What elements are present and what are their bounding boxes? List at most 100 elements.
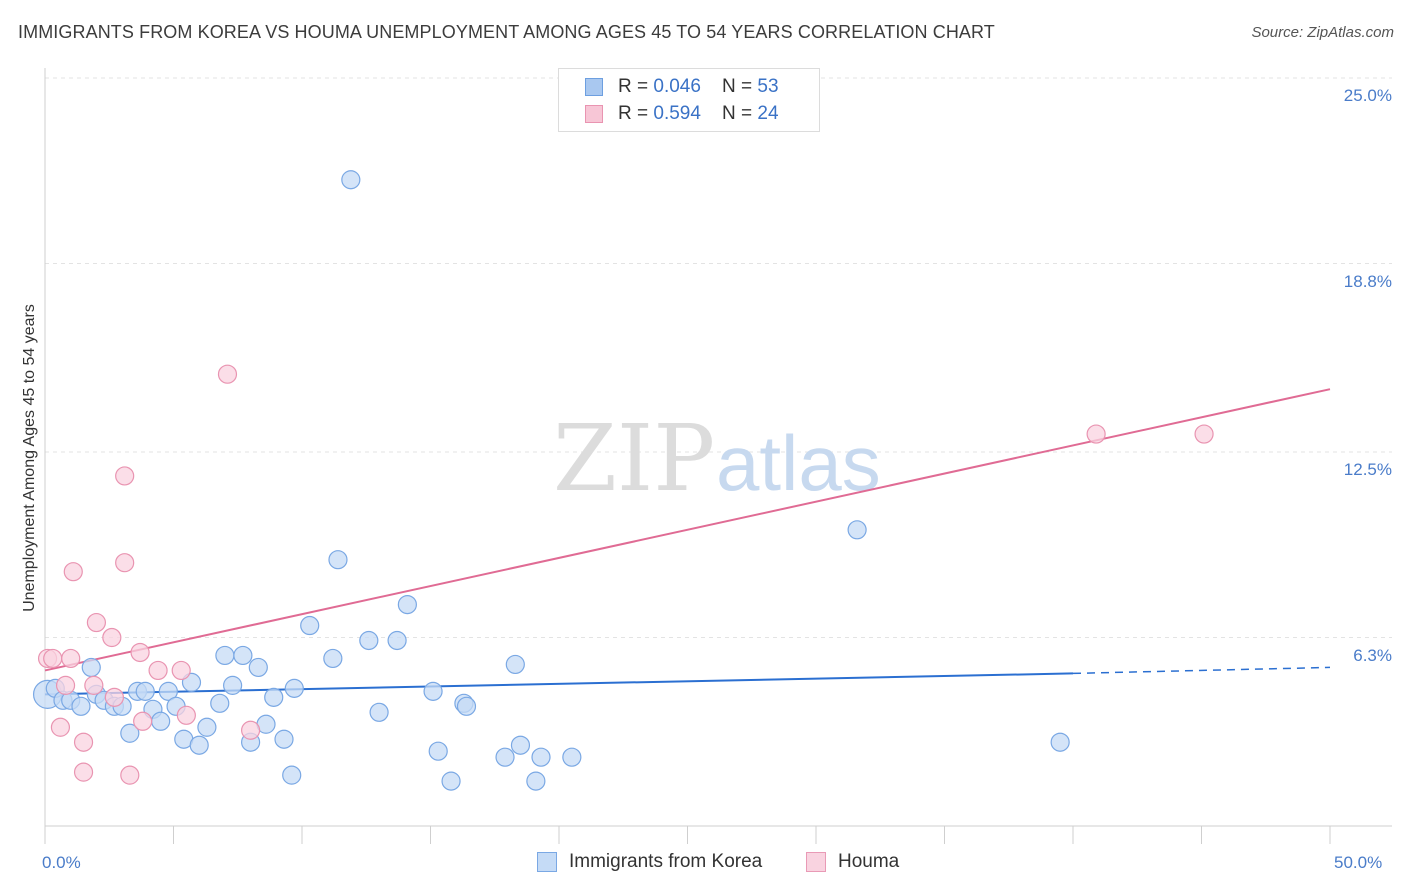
point-korea bbox=[369, 702, 389, 722]
point-korea bbox=[233, 645, 253, 666]
point-korea bbox=[387, 630, 407, 651]
legend-swatch-houma bbox=[585, 105, 603, 123]
y-tick-label: 12.5% bbox=[1343, 460, 1392, 479]
point-korea bbox=[847, 520, 867, 540]
point-korea bbox=[300, 615, 320, 636]
point-houma bbox=[115, 553, 135, 573]
point-houma bbox=[84, 675, 104, 695]
point-korea bbox=[81, 657, 101, 678]
point-korea bbox=[284, 678, 304, 698]
point-korea bbox=[397, 594, 417, 615]
point-houma bbox=[50, 717, 71, 737]
point-korea bbox=[274, 729, 294, 749]
x-tick-label-min: 0.0% bbox=[42, 853, 81, 872]
n-label: N = bbox=[722, 76, 758, 97]
point-korea bbox=[423, 681, 443, 701]
point-korea bbox=[71, 696, 91, 716]
legend-swatch-korea bbox=[537, 852, 557, 872]
point-korea bbox=[531, 747, 551, 767]
legend-row-korea: R = 0.046 N = 53 bbox=[585, 75, 779, 99]
point-korea bbox=[1050, 732, 1070, 752]
point-houma bbox=[176, 705, 196, 725]
data-points bbox=[32, 170, 1214, 791]
point-houma bbox=[130, 642, 150, 663]
point-houma bbox=[217, 364, 238, 384]
y-axis-label: Unemployment Among Ages 45 to 54 years bbox=[21, 304, 38, 612]
watermark-atlas: atlas bbox=[716, 419, 881, 507]
point-korea bbox=[215, 645, 235, 666]
point-korea bbox=[328, 550, 348, 570]
point-korea bbox=[562, 747, 582, 767]
point-korea bbox=[210, 693, 230, 713]
point-korea bbox=[197, 717, 217, 737]
r-value: 0.046 bbox=[653, 76, 701, 97]
point-houma bbox=[133, 711, 153, 731]
legend-row-houma: R = 0.594 N = 24 bbox=[585, 102, 779, 126]
point-houma bbox=[1086, 424, 1106, 444]
trend-line-korea bbox=[44, 672, 1074, 696]
y-tick-label: 18.8% bbox=[1343, 271, 1392, 291]
watermark: ZIP atlas bbox=[553, 405, 881, 512]
source-label: Source: ZipAtlas.com bbox=[1251, 24, 1394, 41]
legend-label-houma: Houma bbox=[838, 851, 900, 872]
gridlines bbox=[45, 77, 1392, 639]
point-korea bbox=[223, 675, 243, 695]
point-houma bbox=[102, 627, 122, 648]
point-houma bbox=[61, 648, 81, 669]
point-korea bbox=[189, 735, 209, 755]
r-label: R = bbox=[618, 103, 654, 124]
point-korea bbox=[158, 681, 178, 701]
trend-lines bbox=[44, 388, 1331, 696]
point-houma bbox=[43, 648, 63, 669]
trend-line-houma bbox=[44, 388, 1331, 672]
point-korea bbox=[495, 747, 515, 767]
point-korea bbox=[510, 735, 531, 755]
point-houma bbox=[55, 675, 76, 695]
y-tick-label: 25.0% bbox=[1343, 86, 1392, 105]
point-korea bbox=[248, 657, 268, 678]
point-korea bbox=[505, 654, 525, 675]
r-value: 0.594 bbox=[653, 103, 701, 124]
point-korea bbox=[526, 771, 546, 791]
point-korea bbox=[282, 765, 302, 785]
point-korea bbox=[456, 696, 477, 716]
legend-label-korea: Immigrants from Korea bbox=[569, 851, 763, 872]
point-korea bbox=[359, 630, 379, 651]
point-houma bbox=[73, 762, 94, 782]
axes bbox=[44, 68, 1392, 844]
point-houma bbox=[115, 466, 135, 486]
n-value: 53 bbox=[757, 76, 779, 97]
point-houma bbox=[104, 687, 124, 707]
point-korea bbox=[151, 711, 171, 731]
point-korea bbox=[135, 681, 155, 701]
x-tick-label-max: 50.0% bbox=[1334, 853, 1383, 872]
point-houma bbox=[73, 732, 94, 752]
point-korea bbox=[441, 771, 461, 791]
point-houma bbox=[1194, 424, 1214, 444]
point-korea bbox=[120, 723, 140, 743]
trend-line-korea-extension bbox=[1072, 666, 1331, 675]
point-korea bbox=[323, 648, 343, 669]
point-houma bbox=[86, 612, 107, 633]
legend-swatch-korea bbox=[585, 78, 603, 96]
point-korea bbox=[341, 170, 361, 190]
legend-swatch-houma bbox=[806, 852, 826, 872]
n-value: 24 bbox=[757, 103, 779, 124]
r-label: R = bbox=[618, 76, 654, 97]
watermark-zip: ZIP bbox=[553, 405, 715, 512]
point-korea bbox=[264, 687, 284, 707]
point-houma bbox=[63, 562, 83, 582]
point-houma bbox=[120, 765, 140, 785]
n-label: N = bbox=[722, 103, 758, 124]
legend-item-korea: Immigrants from Korea bbox=[537, 851, 762, 873]
point-houma bbox=[171, 660, 191, 681]
legend-item-houma: Houma bbox=[806, 851, 899, 873]
point-houma bbox=[241, 720, 261, 740]
series-legend: Immigrants from Korea Houma bbox=[0, 851, 1406, 879]
point-houma bbox=[148, 660, 168, 681]
chart-title: IMMIGRANTS FROM KOREA VS HOUMA UNEMPLOYM… bbox=[18, 22, 995, 42]
correlation-legend: R = 0.046 N = 53 R = 0.594 N = 24 bbox=[558, 68, 820, 132]
point-korea bbox=[428, 741, 448, 761]
y-tick-label: 6.3% bbox=[1353, 645, 1392, 665]
